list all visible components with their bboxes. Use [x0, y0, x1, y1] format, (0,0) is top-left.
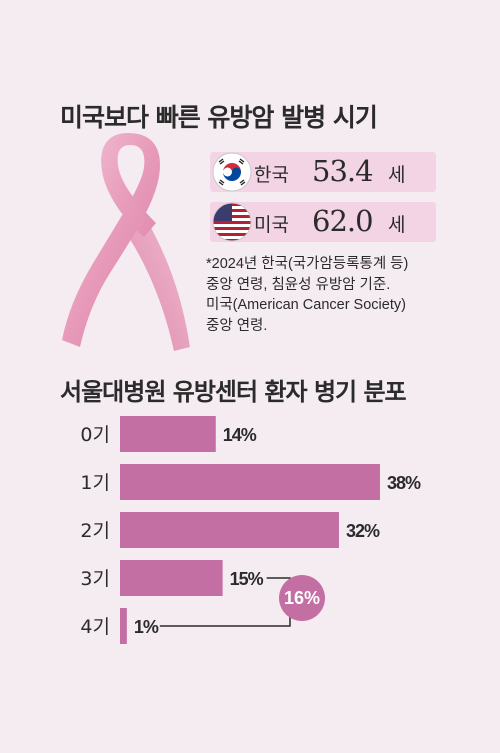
bar-value-label: 15% — [230, 569, 264, 589]
korea-age-unit: 세 — [388, 164, 406, 186]
pink-ribbon-icon — [62, 133, 190, 351]
stage-distribution-chart: 0기 14% 1기 38% 2기 32% 3기 15% 4기 1% 16% — [80, 416, 422, 644]
south-korea-flag-icon — [212, 152, 252, 192]
bar — [120, 560, 223, 596]
usa-age-value: 62.0 — [312, 204, 374, 238]
bar-value-label: 32% — [346, 521, 380, 541]
bar-value-label: 38% — [387, 473, 421, 493]
chart-title: 서울대병원 유방센터 환자 병기 분포 — [60, 378, 407, 406]
annotation-bubble — [279, 575, 325, 621]
footnote: *2024년 한국(국가암등록통계 등) 중앙 연령, 침윤성 유방암 기준. … — [206, 254, 446, 336]
bar — [120, 608, 127, 644]
united-states-flag-icon — [212, 202, 252, 242]
korea-label: 한국 — [254, 164, 289, 186]
category-label: 0기 — [80, 424, 110, 446]
usa-age-box: 미국 62.0 세 — [210, 202, 436, 242]
annotation-label: 16% — [284, 588, 320, 608]
category-label: 2기 — [80, 520, 110, 542]
bar — [120, 464, 380, 500]
footnote-line: 중앙 연령. — [206, 317, 268, 334]
bar — [120, 512, 339, 548]
korea-age-box: 한국 53.4 세 — [210, 152, 436, 192]
footnote-line: 미국(American Cancer Society) — [206, 297, 406, 313]
category-label: 3기 — [80, 568, 110, 590]
category-label: 4기 — [80, 616, 110, 638]
category-label: 1기 — [80, 472, 110, 494]
usa-label: 미국 — [254, 214, 289, 236]
bar-value-label: 14% — [223, 425, 257, 445]
usa-age-unit: 세 — [388, 214, 406, 236]
korea-age-value: 53.4 — [312, 154, 374, 188]
bar-value-label: 1% — [134, 617, 159, 637]
footnote-line: 중앙 연령, 침윤성 유방암 기준. — [206, 276, 391, 293]
bar — [120, 416, 216, 452]
footnote-line: *2024년 한국(국가암등록통계 등) — [206, 256, 409, 272]
page-title: 미국보다 빠른 유방암 발병 시기 — [60, 103, 378, 132]
